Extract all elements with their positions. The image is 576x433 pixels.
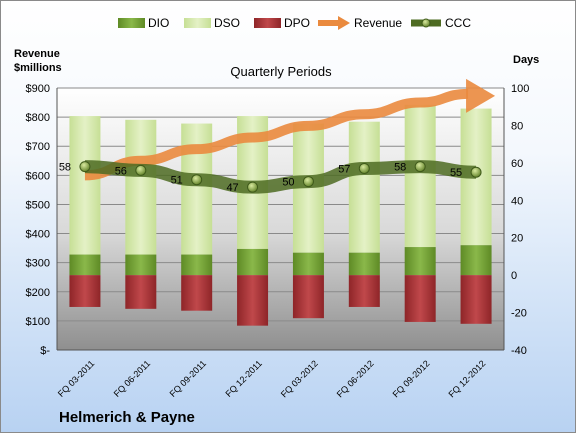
legend-label: CCC [445, 16, 471, 30]
dio-bar [69, 254, 101, 276]
dso-bar [125, 119, 157, 255]
dso-bar [181, 123, 213, 255]
ccc-data-label: 58 [394, 162, 406, 174]
y-left-tick-label: $600 [26, 170, 50, 182]
x-tick-label: FQ 06-2012 [335, 358, 376, 399]
ccc-point [191, 174, 203, 186]
y-left-tick-label: $400 [26, 229, 50, 241]
dso-bar [348, 121, 380, 253]
dio-bar [460, 245, 492, 276]
y-right-tick-label: 20 [511, 233, 523, 245]
y-left-tick-label: $300 [26, 258, 50, 270]
legend: DIO DSO DPO Revenue CCC [118, 16, 471, 30]
dio-bar [237, 248, 269, 276]
ccc-point [135, 164, 147, 176]
legend-swatch-revenue-arrow [338, 16, 350, 30]
x-tick-label: FQ 09-2012 [391, 358, 432, 399]
ccc-data-label: 50 [282, 177, 294, 189]
y-right-tick-label: -40 [511, 345, 527, 357]
dio-bar [125, 254, 157, 276]
x-tick-label: FQ 03-2011 [56, 358, 97, 399]
dpo-bar [348, 275, 380, 307]
y-left-axis-label-line1: Revenue [14, 48, 60, 60]
x-tick-label: FQ 12-2012 [446, 358, 487, 399]
y-right-tick-label: -20 [511, 308, 527, 320]
y-left-tick-label: $100 [26, 316, 50, 328]
ccc-point [470, 166, 482, 178]
dio-bar [404, 247, 436, 276]
dpo-bar [69, 275, 101, 307]
lines-layer: 58 56 51 47 50 57 58 55 [59, 78, 496, 194]
y-left-axis-label-line2: $millions [14, 62, 62, 74]
dso-bar [69, 116, 101, 255]
dpo-bar [404, 275, 436, 322]
x-tick-label: FQ 03-2012 [279, 358, 320, 399]
chart-title: Quarterly Periods [230, 64, 332, 79]
ccc-point [414, 161, 426, 173]
x-tick-label: FQ 09-2011 [168, 358, 209, 399]
y-left-tick-label: $900 [26, 83, 50, 95]
dio-bar [181, 254, 213, 276]
ccc-data-label: 47 [226, 182, 238, 194]
ccc-point [247, 181, 259, 193]
legend-swatch-dpo [254, 18, 281, 28]
y-right-tick-label: 60 [511, 158, 523, 170]
dpo-bar [292, 275, 324, 319]
y-left-tick-label: $700 [26, 141, 50, 153]
dso-bar [404, 104, 436, 248]
ccc-line [84, 160, 477, 194]
y-left-tick-label: $800 [26, 112, 50, 124]
legend-label: DSO [214, 16, 240, 30]
dpo-bar [181, 275, 213, 311]
legend-swatch-dio [118, 18, 145, 28]
y-left-tick-label: $- [40, 345, 50, 357]
revenue-line [84, 88, 469, 181]
y-right-tick-label: 100 [511, 83, 529, 95]
ccc-point [358, 162, 370, 174]
y-right-tick-label: 80 [511, 120, 523, 132]
x-tick-label: FQ 06-2011 [112, 358, 153, 399]
ccc-point [302, 176, 314, 188]
dpo-bar [460, 275, 492, 324]
y-right-axis-label: Days [513, 54, 539, 66]
dpo-bar [125, 275, 157, 309]
ccc-data-label: 57 [338, 163, 350, 175]
revenue-arrow-head [466, 78, 496, 113]
ccc-point [79, 161, 91, 173]
dio-bar [348, 252, 380, 276]
legend-swatch-ccc-dot [421, 18, 431, 28]
y-left-tick-label: $500 [26, 199, 50, 211]
legend-swatch-dso [184, 18, 211, 28]
ccc-data-label: 51 [171, 175, 183, 187]
legend-label: DPO [284, 16, 310, 30]
dpo-bar [237, 275, 269, 326]
x-tick-label: FQ 12-2011 [223, 358, 264, 399]
legend-label: DIO [148, 16, 169, 30]
y-right-tick-label: 0 [511, 270, 517, 282]
ccc-data-label: 55 [450, 167, 462, 179]
ccc-data-label: 58 [59, 162, 71, 174]
y-left-tick-label: $200 [26, 287, 50, 299]
dio-bar [292, 252, 324, 276]
company-name: Helmerich & Payne [59, 409, 195, 426]
legend-label: Revenue [354, 16, 402, 30]
y-right-tick-label: 40 [511, 195, 523, 207]
ccc-data-label: 56 [115, 165, 127, 177]
